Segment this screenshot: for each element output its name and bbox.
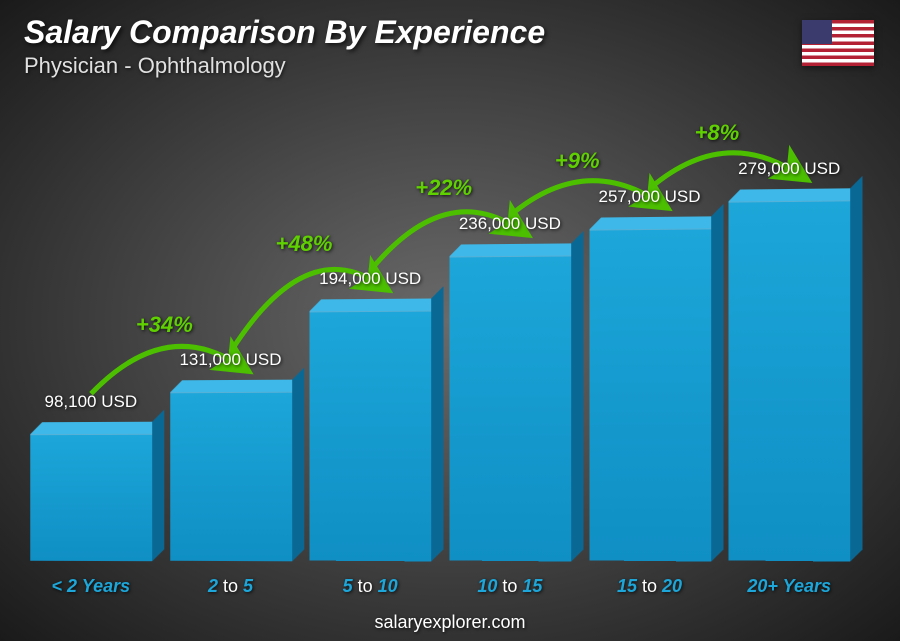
bar-group: 257,000 USD15 to 20 bbox=[589, 187, 711, 561]
bar bbox=[589, 228, 711, 561]
value-label: 236,000 USD bbox=[459, 214, 561, 234]
bar-group: 236,000 USD10 to 15 bbox=[449, 214, 571, 561]
value-label: 279,000 USD bbox=[738, 159, 840, 179]
bar-group: 98,100 USD< 2 Years bbox=[30, 392, 152, 561]
chart-header: Salary Comparison By Experience Physicia… bbox=[24, 14, 876, 79]
bar bbox=[310, 311, 432, 562]
value-label: 98,100 USD bbox=[45, 392, 138, 412]
category-label: 2 to 5 bbox=[170, 576, 292, 597]
category-label: 20+ Years bbox=[728, 576, 850, 597]
bar bbox=[30, 434, 152, 561]
chart-title: Salary Comparison By Experience bbox=[24, 14, 876, 51]
value-label: 257,000 USD bbox=[598, 187, 700, 207]
us-flag-icon bbox=[802, 20, 874, 66]
bar bbox=[449, 255, 571, 561]
category-label: < 2 Years bbox=[30, 576, 152, 597]
category-label: 15 to 20 bbox=[589, 576, 711, 597]
percent-increase-label: +48% bbox=[276, 231, 333, 257]
category-label: 5 to 10 bbox=[309, 576, 431, 597]
percent-increase-label: +9% bbox=[555, 148, 600, 174]
footer-credit: salaryexplorer.com bbox=[0, 612, 900, 633]
bar-group: 279,000 USD20+ Years bbox=[728, 159, 850, 561]
percent-increase-label: +22% bbox=[415, 175, 472, 201]
chart-subtitle: Physician - Ophthalmology bbox=[24, 53, 876, 79]
bar bbox=[729, 200, 851, 561]
bar-group: 131,000 USD2 to 5 bbox=[170, 350, 292, 561]
bar-chart: 98,100 USD< 2 Years131,000 USD2 to 5194,… bbox=[30, 141, 850, 561]
bar bbox=[170, 392, 292, 562]
bar-group: 194,000 USD5 to 10 bbox=[309, 269, 431, 561]
percent-increase-label: +34% bbox=[136, 312, 193, 338]
value-label: 131,000 USD bbox=[179, 350, 281, 370]
category-label: 10 to 15 bbox=[449, 576, 571, 597]
value-label: 194,000 USD bbox=[319, 269, 421, 289]
percent-increase-label: +8% bbox=[695, 120, 740, 146]
